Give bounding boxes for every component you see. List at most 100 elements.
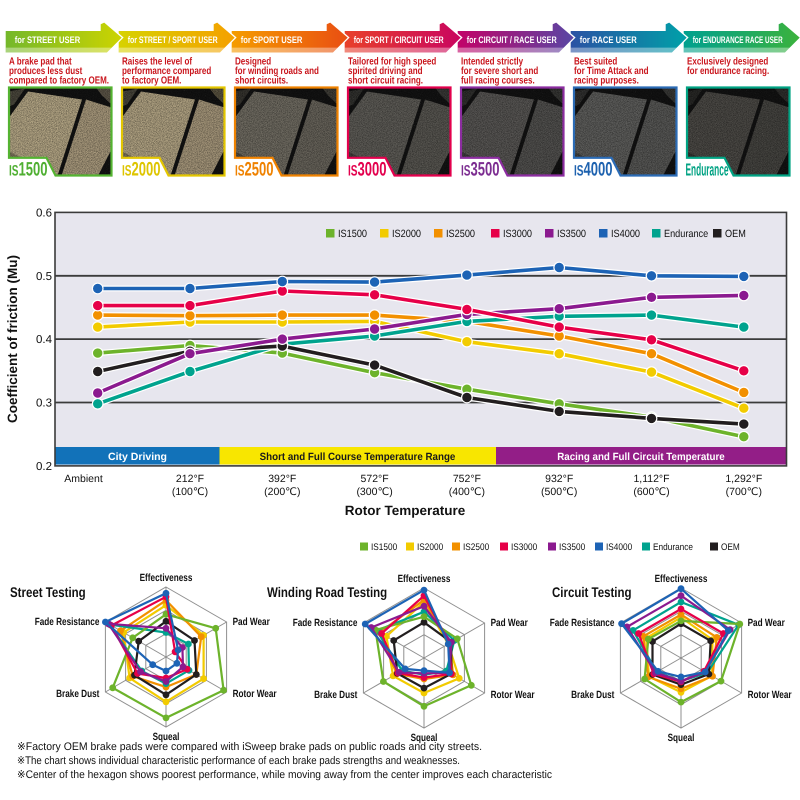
svg-text:IS4000: IS4000 [606, 542, 632, 553]
svg-text:IS2500: IS2500 [463, 542, 489, 553]
svg-text:Street Testing: Street Testing [10, 584, 86, 600]
svg-text:Pad Wear: Pad Wear [491, 617, 528, 629]
svg-text:Rotor Wear: Rotor Wear [748, 689, 792, 701]
svg-text:produces less dust: produces less dust [9, 66, 83, 77]
svg-text:City Driving: City Driving [108, 451, 167, 463]
svg-text:Endurance: Endurance [653, 542, 693, 553]
svg-text:IS3000: IS3000 [503, 228, 532, 240]
svg-text:Raises the level of: Raises the level of [122, 57, 193, 68]
svg-text:Ambient: Ambient [64, 473, 103, 485]
svg-text:for RACE USER: for RACE USER [580, 35, 637, 46]
svg-text:0.5: 0.5 [36, 271, 52, 283]
svg-text:0.6: 0.6 [36, 207, 52, 219]
svg-text:Brake Dust: Brake Dust [314, 689, 358, 701]
svg-text:0.2: 0.2 [36, 461, 52, 473]
svg-text:392°F: 392°F [268, 473, 296, 485]
svg-text:Winding Road Testing: Winding Road Testing [267, 584, 387, 600]
svg-text:(300℃): (300℃) [356, 486, 392, 498]
svg-text:Fade Resistance: Fade Resistance [35, 616, 100, 628]
svg-text:for severe short and: for severe short and [461, 66, 538, 77]
svg-text:A brake pad that: A brake pad that [9, 57, 72, 68]
svg-text:for winding roads and: for winding roads and [235, 66, 319, 77]
svg-text:Squeal: Squeal [668, 732, 695, 744]
svg-text:※Center of the hexagon shows p: ※Center of the hexagon shows poorest per… [17, 769, 552, 781]
svg-text:short circuit racing.: short circuit racing. [348, 75, 423, 86]
svg-text:for ENDURANCE RACE USER: for ENDURANCE RACE USER [693, 35, 783, 46]
svg-text:for STREET / SPORT USER: for STREET / SPORT USER [128, 35, 218, 46]
svg-text:Effectiveness: Effectiveness [655, 573, 708, 585]
svg-text:752°F: 752°F [453, 473, 481, 485]
svg-text:Intended strictly: Intended strictly [461, 57, 523, 68]
svg-text:OEM: OEM [721, 542, 740, 553]
svg-text:IS2500: IS2500 [446, 228, 475, 240]
svg-text:3000: 3000 [358, 158, 387, 180]
svg-text:for SPORT USER: for SPORT USER [241, 35, 303, 46]
svg-text:Pad Wear: Pad Wear [233, 616, 270, 628]
svg-text:for CIRCUIT / RACE USER: for CIRCUIT / RACE USER [467, 35, 557, 46]
svg-text:3500: 3500 [471, 158, 500, 180]
svg-text:for STREET USER: for STREET USER [15, 35, 81, 46]
svg-text:Designed: Designed [235, 57, 271, 68]
svg-text:IS3500: IS3500 [559, 542, 585, 553]
svg-text:Racing and Full Circuit Temper: Racing and Full Circuit Temperature [557, 451, 725, 463]
svg-text:Effectiveness: Effectiveness [140, 572, 193, 584]
svg-text:Brake Dust: Brake Dust [571, 689, 615, 701]
svg-text:2000: 2000 [132, 158, 161, 180]
svg-text:Effectiveness: Effectiveness [398, 573, 451, 585]
svg-text:Fade Resistance: Fade Resistance [550, 617, 615, 629]
svg-text:spirited driving and: spirited driving and [348, 66, 423, 77]
svg-text:※The chart shows individual ch: ※The chart shows individual characterist… [17, 755, 460, 767]
svg-text:for SPORT / CIRCUIT USER: for SPORT / CIRCUIT USER [354, 35, 444, 46]
svg-text:Best suited: Best suited [574, 57, 617, 68]
svg-text:IS2000: IS2000 [417, 542, 443, 553]
svg-text:1,112°F: 1,112°F [633, 473, 669, 485]
svg-text:performance compared: performance compared [122, 66, 211, 77]
svg-text:932°F: 932°F [545, 473, 573, 485]
svg-text:Rotor Temperature: Rotor Temperature [345, 503, 466, 518]
svg-text:IS3500: IS3500 [557, 228, 586, 240]
svg-text:(500℃): (500℃) [541, 486, 577, 498]
svg-text:full racing courses.: full racing courses. [461, 75, 535, 86]
svg-text:2500: 2500 [245, 158, 274, 180]
svg-text:for Time Attack and: for Time Attack and [574, 66, 649, 77]
svg-text:IS: IS [348, 162, 358, 179]
svg-text:IS: IS [461, 162, 471, 179]
svg-text:racing purposes.: racing purposes. [574, 75, 639, 86]
svg-text:Squeal: Squeal [153, 731, 180, 743]
svg-text:Fade Resistance: Fade Resistance [293, 617, 358, 629]
svg-text:0.3: 0.3 [36, 398, 52, 410]
svg-text:0.4: 0.4 [36, 334, 53, 346]
svg-text:Coefficient of friction (Mu): Coefficient of friction (Mu) [5, 255, 20, 423]
svg-text:IS1500: IS1500 [338, 228, 367, 240]
svg-text:(100℃): (100℃) [172, 486, 208, 498]
svg-text:IS4000: IS4000 [611, 228, 640, 240]
svg-text:(400℃): (400℃) [449, 486, 485, 498]
svg-text:(200℃): (200℃) [264, 486, 300, 498]
svg-text:to factory OEM.: to factory OEM. [122, 75, 182, 86]
svg-text:Endurance: Endurance [686, 159, 729, 179]
svg-text:IS: IS [9, 162, 19, 179]
svg-text:Pad Wear: Pad Wear [748, 617, 785, 629]
svg-text:※Factory OEM brake pads were c: ※Factory OEM brake pads were compared wi… [17, 741, 482, 753]
svg-text:IS3000: IS3000 [511, 542, 537, 553]
svg-text:Endurance: Endurance [664, 228, 708, 240]
svg-text:(700℃): (700℃) [726, 486, 762, 498]
svg-text:IS: IS [235, 162, 245, 179]
svg-text:572°F: 572°F [361, 473, 389, 485]
svg-text:212°F: 212°F [176, 473, 204, 485]
svg-text:OEM: OEM [725, 228, 746, 240]
svg-text:4000: 4000 [584, 158, 613, 180]
svg-text:IS1500: IS1500 [371, 542, 397, 553]
svg-text:Brake Dust: Brake Dust [56, 688, 100, 700]
svg-text:Exclusively designed: Exclusively designed [687, 57, 768, 68]
svg-text:IS: IS [574, 162, 584, 179]
svg-text:Squeal: Squeal [411, 732, 438, 744]
svg-text:Rotor Wear: Rotor Wear [491, 689, 535, 701]
svg-text:Rotor Wear: Rotor Wear [233, 688, 277, 700]
svg-text:IS2000: IS2000 [392, 228, 421, 240]
svg-text:short circuits.: short circuits. [235, 75, 288, 86]
svg-text:Circuit Testing: Circuit Testing [552, 584, 632, 600]
svg-text:compared to factory OEM.: compared to factory OEM. [9, 75, 109, 86]
svg-text:1,292°F: 1,292°F [725, 473, 762, 485]
svg-text:Short and Full Course Temperat: Short and Full Course Temperature Range [260, 451, 456, 463]
